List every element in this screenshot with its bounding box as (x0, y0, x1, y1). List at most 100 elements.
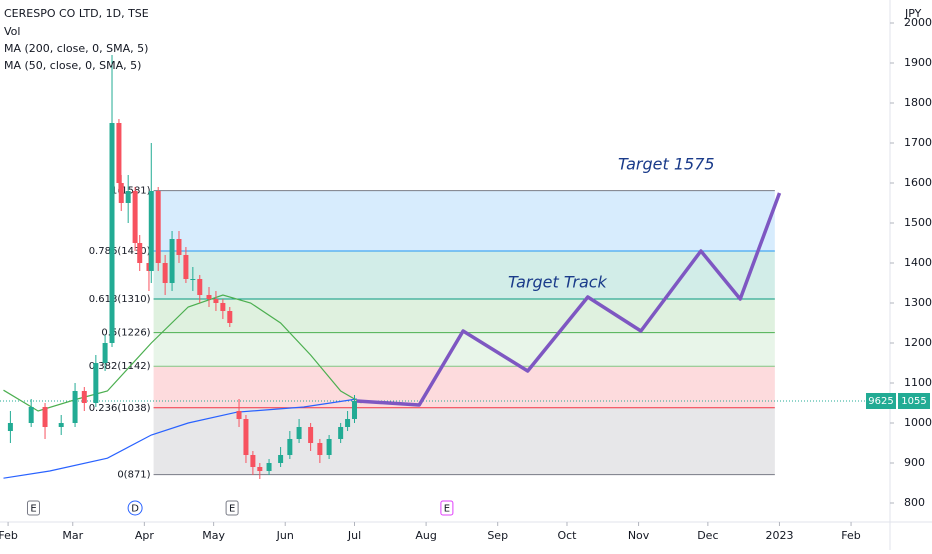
fib-label: 0(871) (117, 470, 150, 481)
candle-body (109, 123, 115, 343)
candle-body (42, 407, 48, 427)
y-tick-label: 1000 (904, 416, 932, 429)
candle-body (72, 391, 78, 423)
event-marker (26, 500, 40, 516)
x-tick-label: Feb (841, 529, 860, 542)
fib-band (153, 190, 775, 251)
candle-body (132, 191, 138, 243)
indicator: MA (50, close, 0, SMA, 5) (4, 59, 141, 72)
candle-body (257, 467, 263, 471)
y-tick-label: 2000 (904, 16, 932, 29)
y-tick-label: 1200 (904, 336, 932, 349)
candle-body (220, 303, 226, 311)
candle-body (93, 363, 99, 403)
x-tick-label: Jun (276, 529, 294, 542)
moving-average (3, 294, 362, 412)
fib-label: 0.236(1038) (89, 403, 151, 414)
y-tick-label: 1300 (904, 296, 932, 309)
candle-body (102, 343, 108, 363)
candle-body (338, 427, 344, 439)
y-tick-label: 800 (904, 496, 925, 509)
plot: 1(1581) 0.786(1430) 0.618(1310) 0.5(1226) 0.… (0, 55, 890, 516)
event-label: D (131, 504, 139, 515)
x-tick-label: Nov (628, 529, 650, 542)
candle-body (148, 191, 154, 271)
moving-average (3, 398, 357, 479)
event-label: E (229, 504, 235, 515)
candle-body (169, 239, 175, 283)
event-label: E (444, 504, 450, 515)
candle-body (125, 191, 131, 203)
candle-body (81, 391, 87, 403)
y-tick-label: 1500 (904, 216, 932, 229)
candle-body (266, 463, 272, 471)
candle-body (116, 123, 122, 183)
candle-body (236, 411, 242, 419)
candle-body (250, 455, 256, 467)
candle-body (317, 443, 323, 455)
y-tick-label: 1900 (904, 56, 932, 69)
event-marker (225, 500, 239, 516)
y-tick-label: 1800 (904, 96, 932, 109)
last-price-label: 1055 (901, 396, 926, 407)
fib-label: 0.382(1142) (89, 361, 151, 372)
indicator: Vol (4, 25, 20, 38)
candle-body (308, 427, 314, 443)
candle-body (206, 295, 212, 299)
candle-body (287, 439, 293, 455)
candle-body (7, 423, 13, 431)
fib-band (153, 407, 775, 475)
x-tick-label: Dec (697, 529, 718, 542)
candle-body (162, 263, 168, 283)
candle-body (137, 243, 143, 263)
x-tick-label: Feb (0, 529, 18, 542)
fib-label: 1(1581) (111, 186, 151, 197)
candle-body (155, 191, 161, 263)
fib-label: 0.618(1310) (89, 294, 151, 305)
candle-body (227, 311, 233, 323)
candle-body (118, 183, 124, 203)
candle-body (345, 419, 351, 427)
x-tick-label: Oct (557, 529, 577, 542)
y-tick-label: 1600 (904, 176, 932, 189)
fib-band (153, 332, 775, 367)
event-marker (440, 500, 454, 516)
x-tick-label: May (202, 529, 225, 542)
x-tick-label: Mar (62, 529, 83, 542)
chart-title: CERESPO CO LTD, 1D, TSE (4, 7, 149, 20)
fib-band (153, 299, 775, 333)
candle-body (213, 299, 219, 303)
annotation: Target 1575 (618, 155, 715, 174)
candle-body (58, 423, 64, 427)
event-label: E (30, 504, 36, 515)
x-tick-label: Aug (415, 529, 436, 542)
y-tick-label: 900 (904, 456, 925, 469)
event-marker (127, 500, 143, 516)
fib-label: 0.5(1226) (101, 328, 150, 339)
candle-body (352, 401, 358, 419)
candle-body (326, 439, 332, 455)
projection-path (356, 192, 782, 407)
x-tick-label: Sep (487, 529, 508, 542)
badge-box (866, 393, 896, 409)
legend: CERESPO CO LTD, 1D, TSE Vol MA (200, clo… (4, 7, 149, 72)
x-tick-label: Jul (347, 529, 361, 542)
candle-body (176, 239, 182, 255)
candle-body (190, 279, 196, 280)
y-tick-label: 1700 (904, 136, 932, 149)
y-tick-label: 1100 (904, 376, 932, 389)
x-tick-label: Apr (135, 529, 155, 542)
indicator: MA (200, close, 0, SMA, 5) (4, 42, 148, 55)
fib-label: 0.786(1430) (89, 246, 151, 257)
last-price-box (898, 393, 930, 409)
annotation: Target Track (508, 273, 608, 292)
x-tick-label: 2023 (765, 529, 793, 542)
y-tick-label: 1400 (904, 256, 932, 269)
candle-body (28, 407, 34, 423)
candle-body (296, 427, 302, 439)
candle-body (197, 279, 203, 295)
candle-body (278, 455, 284, 463)
candle-body (243, 419, 249, 455)
